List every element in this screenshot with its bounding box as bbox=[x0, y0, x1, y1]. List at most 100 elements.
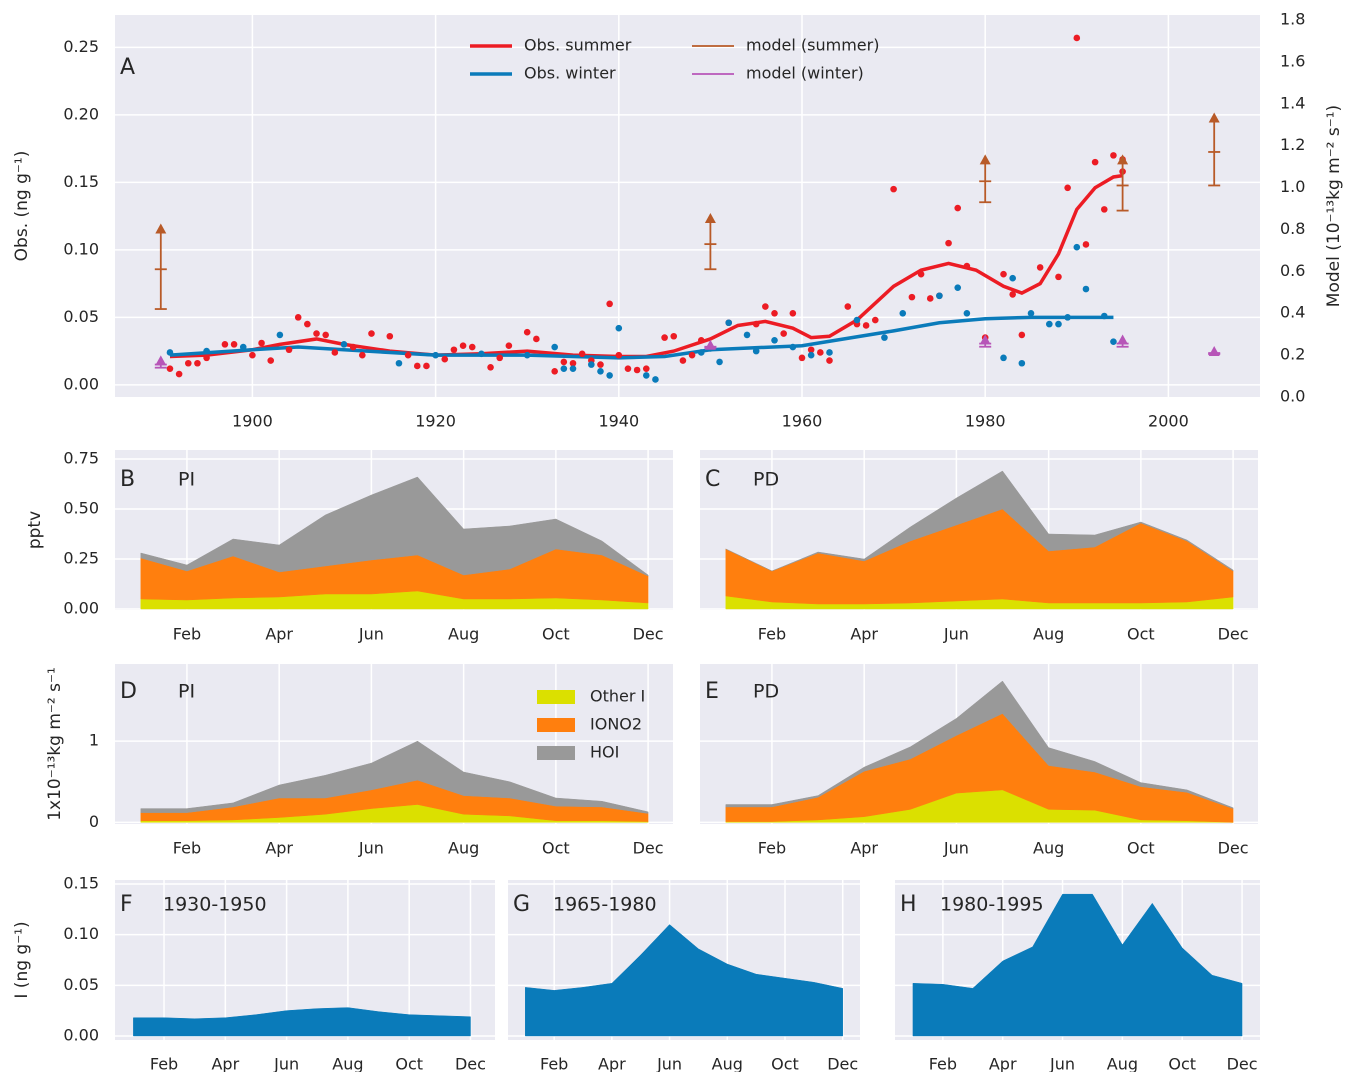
x-tick-label: Oct bbox=[1127, 625, 1155, 644]
upper-marker bbox=[979, 334, 991, 345]
x-tick-label: Oct bbox=[771, 1055, 799, 1072]
legend-swatch bbox=[537, 746, 575, 760]
point bbox=[569, 365, 577, 372]
point bbox=[606, 300, 613, 308]
y-tick-label: 0.50 bbox=[63, 499, 99, 518]
point bbox=[221, 341, 229, 348]
point bbox=[569, 359, 577, 367]
point bbox=[624, 365, 632, 372]
area bbox=[133, 1007, 471, 1037]
x-tick-label: Oct bbox=[1168, 1055, 1196, 1072]
point bbox=[1046, 320, 1053, 328]
x-tick-label: Apr bbox=[598, 1055, 626, 1072]
area bbox=[912, 893, 1243, 1037]
y-tick-label: 1 bbox=[89, 731, 99, 750]
x-tick-label: Apr bbox=[850, 625, 878, 644]
panel-title: 1980-1995 bbox=[940, 894, 1044, 916]
x-tick-label: Jun bbox=[273, 1055, 299, 1072]
point bbox=[1064, 184, 1071, 192]
point bbox=[954, 284, 962, 291]
panel-label: C bbox=[705, 467, 720, 492]
point bbox=[697, 337, 705, 344]
upper-marker bbox=[1208, 112, 1220, 123]
point bbox=[1009, 291, 1016, 298]
area bbox=[725, 470, 1234, 572]
point bbox=[551, 368, 558, 375]
point bbox=[459, 342, 467, 350]
x-tick-label: Aug bbox=[1107, 1055, 1138, 1072]
point bbox=[441, 355, 449, 363]
legend-label: HOI bbox=[590, 743, 619, 762]
point bbox=[670, 332, 678, 340]
plot-area bbox=[115, 15, 1260, 397]
point bbox=[478, 350, 485, 358]
point bbox=[203, 347, 210, 355]
y2-tick-label: 1.2 bbox=[1280, 135, 1305, 154]
point bbox=[423, 362, 430, 370]
x-tick-label: Feb bbox=[173, 839, 201, 858]
panel-title: PD bbox=[753, 469, 779, 491]
upper-marker bbox=[1208, 345, 1220, 356]
point bbox=[826, 357, 833, 364]
x-tick-label: Jun bbox=[358, 625, 384, 644]
point bbox=[642, 365, 650, 372]
point bbox=[1036, 264, 1044, 271]
point bbox=[560, 358, 568, 366]
point bbox=[1073, 34, 1081, 42]
point bbox=[844, 303, 852, 310]
panel-title: 1930-1950 bbox=[163, 894, 267, 916]
y-tick-label: 0.15 bbox=[63, 874, 99, 893]
x-tick-label: 1920 bbox=[415, 412, 456, 431]
x-tick-label: Aug bbox=[332, 1055, 363, 1072]
point bbox=[771, 310, 778, 317]
y-tick-label: 0.25 bbox=[63, 37, 99, 56]
y2-tick-label: 1.4 bbox=[1280, 93, 1305, 112]
y2-axis-label: Model (10⁻¹³kg m⁻² s⁻¹) bbox=[1324, 105, 1344, 307]
point bbox=[258, 339, 265, 347]
panel-label: F bbox=[120, 892, 133, 917]
x-tick-label: Aug bbox=[448, 839, 479, 858]
upper-marker bbox=[979, 154, 991, 165]
point bbox=[1082, 285, 1090, 293]
point bbox=[1073, 243, 1081, 251]
point bbox=[395, 359, 403, 367]
point bbox=[807, 351, 815, 359]
x-tick-label: Feb bbox=[150, 1055, 178, 1072]
point bbox=[496, 354, 504, 362]
point bbox=[239, 343, 247, 351]
area bbox=[140, 476, 649, 577]
point bbox=[175, 370, 183, 378]
point bbox=[752, 320, 760, 328]
point bbox=[560, 365, 568, 372]
y-tick-label: 0.25 bbox=[63, 549, 99, 568]
x-tick-label: Jun bbox=[943, 839, 969, 858]
panel-label: A bbox=[120, 55, 135, 80]
x-tick-label: 1900 bbox=[232, 412, 273, 431]
y-tick-label: 0.15 bbox=[63, 172, 99, 191]
point bbox=[267, 357, 275, 364]
point bbox=[789, 310, 797, 317]
point bbox=[1055, 273, 1062, 281]
upper-marker bbox=[1117, 154, 1129, 165]
point bbox=[1110, 152, 1117, 159]
point bbox=[945, 239, 952, 247]
point bbox=[203, 354, 210, 362]
point bbox=[1027, 310, 1035, 317]
point bbox=[468, 343, 476, 351]
x-tick-label: Dec bbox=[455, 1055, 486, 1072]
point bbox=[963, 310, 971, 317]
y-axis-label: pptv bbox=[25, 511, 45, 549]
point bbox=[166, 349, 174, 356]
panel-title: PI bbox=[178, 681, 195, 703]
point bbox=[505, 342, 513, 350]
x-tick-label: Feb bbox=[173, 625, 201, 644]
point bbox=[313, 330, 320, 337]
y-tick-label: 0.00 bbox=[63, 599, 99, 618]
point bbox=[926, 295, 934, 302]
x-tick-label: Apr bbox=[850, 839, 878, 858]
upper-marker bbox=[155, 355, 167, 366]
point bbox=[780, 330, 787, 337]
panel-title: PI bbox=[178, 469, 195, 491]
point bbox=[679, 357, 687, 364]
point bbox=[551, 343, 558, 351]
